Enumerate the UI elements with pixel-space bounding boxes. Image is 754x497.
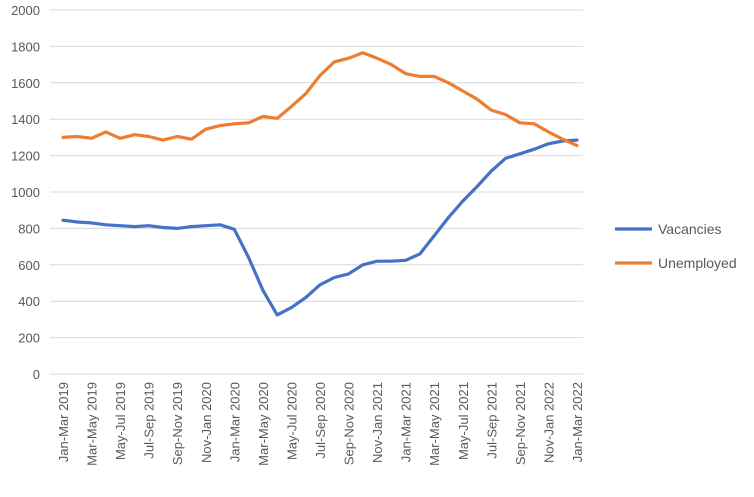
y-tick-label: 1800 (11, 39, 40, 54)
x-tick-label: May-Jul 2019 (113, 382, 128, 460)
y-tick-label: 1200 (11, 149, 40, 164)
x-tick-label: Nov-Jan 2022 (541, 382, 556, 463)
x-tick-label: Jan-Mar 2020 (227, 382, 242, 462)
x-tick-label: May-Jul 2020 (284, 382, 299, 460)
y-tick-label: 200 (18, 331, 40, 346)
x-tick-label: Mar-May 2019 (85, 382, 100, 466)
x-tick-label: Jul-Sep 2019 (142, 382, 157, 459)
x-tick-label: Sep-Nov 2020 (342, 382, 357, 465)
legend-label: Unemployed (658, 255, 737, 271)
x-tick-label: Jan-Mar 2022 (570, 382, 585, 462)
series-line-unemployed (61, 51, 579, 148)
x-tick-label: May-Jul 2021 (456, 382, 471, 460)
x-tick-label: Mar-May 2021 (427, 382, 442, 466)
y-tick-label: 1600 (11, 76, 40, 91)
x-tick-label: Jan-Mar 2019 (56, 382, 71, 462)
x-tick-label: Jul-Sep 2020 (313, 382, 328, 459)
y-tick-label: 2000 (11, 3, 40, 18)
y-tick-label: 1400 (11, 112, 40, 127)
x-tick-label: Jan-Mar 2021 (399, 382, 414, 462)
legend-label: Vacancies (658, 221, 722, 237)
x-tick-label: Mar-May 2020 (256, 382, 271, 466)
x-tick-label: Nov-Jan 2020 (199, 382, 214, 463)
x-tick-label: Nov-Jan 2021 (370, 382, 385, 463)
y-tick-label: 1000 (11, 185, 40, 200)
x-tick-label: Sep-Nov 2019 (170, 382, 185, 465)
x-tick-label: Sep-Nov 2021 (513, 382, 528, 465)
y-tick-label: 400 (18, 294, 40, 309)
series-line-vacancies (61, 138, 579, 317)
y-tick-label: 800 (18, 221, 40, 236)
y-tick-label: 600 (18, 258, 40, 273)
x-tick-label: Jul-Sep 2021 (484, 382, 499, 459)
y-tick-label: 0 (33, 367, 40, 382)
